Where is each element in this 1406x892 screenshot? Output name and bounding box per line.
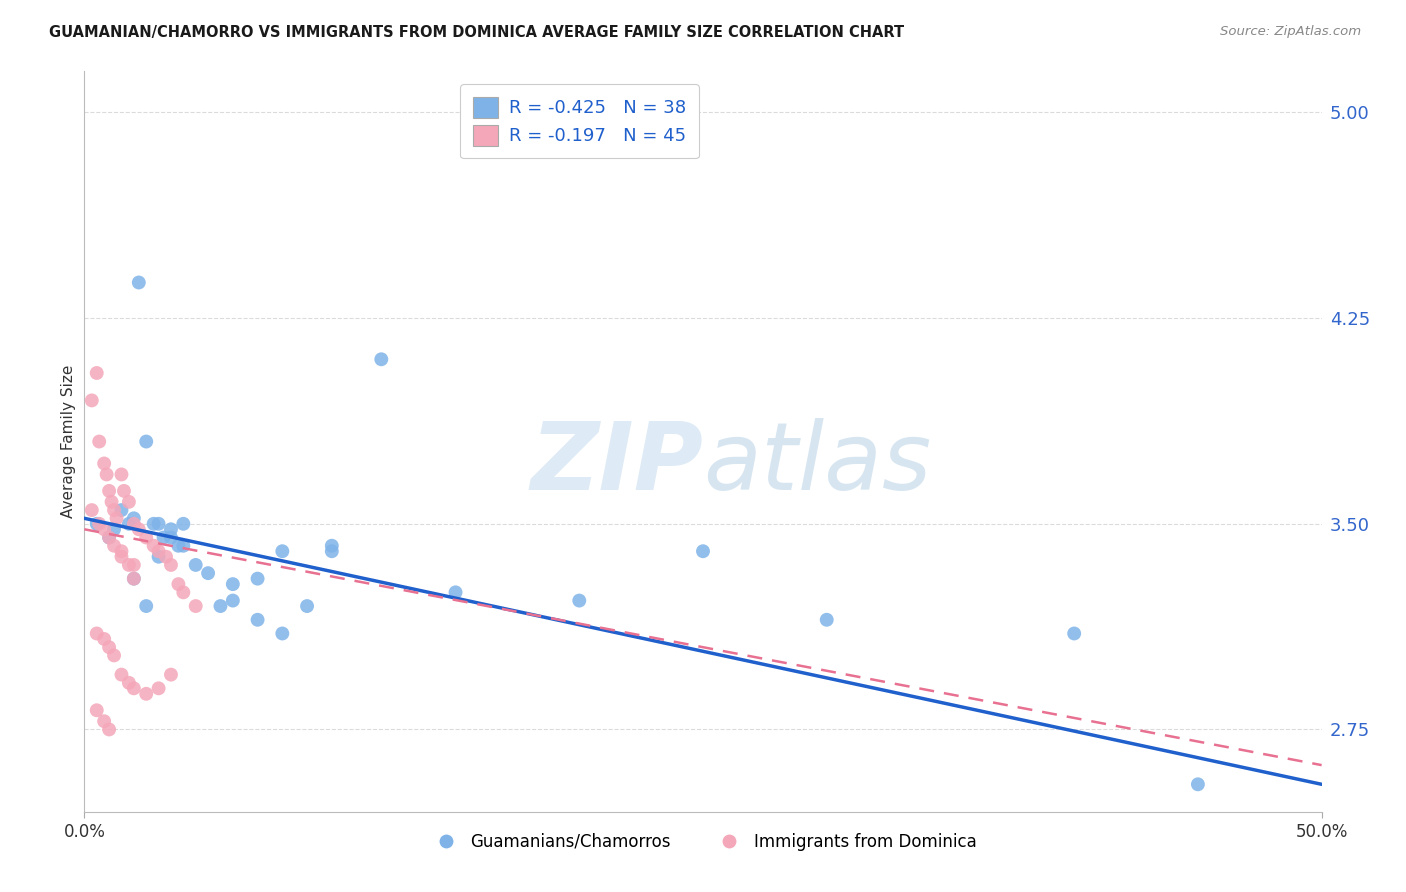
- Point: [110, 467, 132, 482]
- Point: [172, 585, 194, 599]
- Point: [172, 516, 194, 531]
- Point: [96, 467, 118, 482]
- Point: [98, 531, 121, 545]
- Point: [86, 703, 108, 717]
- Point: [110, 544, 132, 558]
- Point: [148, 549, 170, 564]
- Point: [128, 276, 150, 290]
- Point: [118, 558, 141, 572]
- Point: [110, 549, 132, 564]
- Point: [246, 613, 269, 627]
- Point: [197, 566, 219, 581]
- Point: [321, 539, 343, 553]
- Point: [370, 352, 392, 367]
- Point: [122, 572, 145, 586]
- Point: [98, 640, 121, 655]
- Point: [98, 531, 121, 545]
- Point: [321, 544, 343, 558]
- Point: [209, 599, 232, 613]
- Point: [184, 599, 207, 613]
- Point: [295, 599, 318, 613]
- Point: [148, 544, 170, 558]
- Point: [122, 558, 145, 572]
- Text: ZIP: ZIP: [530, 417, 703, 509]
- Point: [93, 632, 115, 646]
- Point: [148, 516, 170, 531]
- Point: [160, 558, 183, 572]
- Point: [184, 558, 207, 572]
- Point: [135, 687, 157, 701]
- Point: [110, 503, 132, 517]
- Point: [142, 539, 165, 553]
- Point: [1063, 626, 1085, 640]
- Point: [222, 593, 245, 607]
- Point: [80, 393, 103, 408]
- Point: [89, 516, 111, 531]
- Point: [135, 434, 157, 449]
- Point: [128, 522, 150, 536]
- Point: [93, 714, 115, 729]
- Point: [815, 613, 838, 627]
- Point: [444, 585, 467, 599]
- Point: [160, 522, 183, 536]
- Point: [692, 544, 714, 558]
- Point: [172, 539, 194, 553]
- Point: [112, 483, 135, 498]
- Point: [271, 626, 294, 640]
- Text: GUAMANIAN/CHAMORRO VS IMMIGRANTS FROM DOMINICA AVERAGE FAMILY SIZE CORRELATION C: GUAMANIAN/CHAMORRO VS IMMIGRANTS FROM DO…: [49, 25, 904, 40]
- Point: [86, 366, 108, 380]
- Text: atlas: atlas: [703, 418, 931, 509]
- Point: [118, 516, 141, 531]
- Point: [118, 676, 141, 690]
- Point: [110, 667, 132, 681]
- Point: [122, 681, 145, 696]
- Point: [246, 572, 269, 586]
- Point: [160, 531, 183, 545]
- Point: [135, 531, 157, 545]
- Point: [80, 503, 103, 517]
- Point: [105, 511, 128, 525]
- Point: [568, 593, 591, 607]
- Legend: Guamanians/Chamorros, Immigrants from Dominica: Guamanians/Chamorros, Immigrants from Do…: [420, 824, 986, 859]
- Point: [103, 539, 125, 553]
- Point: [122, 516, 145, 531]
- Point: [167, 577, 190, 591]
- Point: [122, 572, 145, 586]
- Text: Source: ZipAtlas.com: Source: ZipAtlas.com: [1220, 25, 1361, 38]
- Point: [1187, 777, 1209, 791]
- Point: [148, 681, 170, 696]
- Point: [155, 549, 177, 564]
- Point: [160, 667, 183, 681]
- Point: [98, 483, 121, 498]
- Point: [98, 723, 121, 737]
- Point: [89, 434, 111, 449]
- Point: [93, 457, 115, 471]
- Point: [135, 599, 157, 613]
- Point: [103, 522, 125, 536]
- Point: [122, 511, 145, 525]
- Point: [86, 516, 108, 531]
- Point: [118, 495, 141, 509]
- Point: [222, 577, 245, 591]
- Point: [167, 539, 190, 553]
- Point: [93, 522, 115, 536]
- Y-axis label: Average Family Size: Average Family Size: [60, 365, 76, 518]
- Point: [86, 626, 108, 640]
- Point: [103, 503, 125, 517]
- Point: [271, 544, 294, 558]
- Point: [142, 516, 165, 531]
- Point: [152, 531, 174, 545]
- Point: [103, 648, 125, 663]
- Point: [100, 495, 122, 509]
